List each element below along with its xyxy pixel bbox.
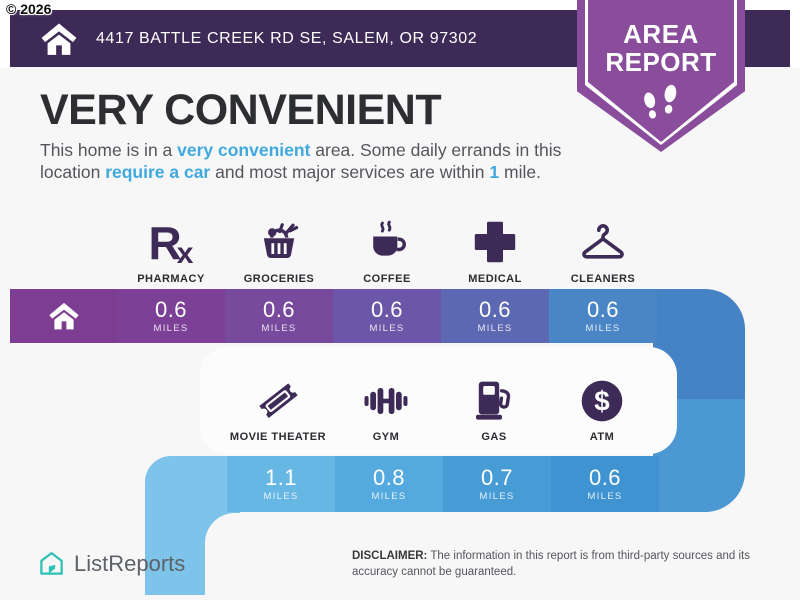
services-icons-row-2-card: MOVIE THEATER GYM GAS bbox=[200, 347, 677, 454]
service-cleaners: CLEANERS bbox=[549, 203, 657, 285]
footer-card bbox=[205, 513, 800, 600]
listreports-logo: ListReports bbox=[38, 550, 185, 577]
dollar-circle-icon: $ bbox=[579, 372, 625, 424]
movie-ticket-icon bbox=[252, 372, 304, 424]
highlight-very-convenient: very convenient bbox=[177, 140, 311, 160]
service-pharmacy: Rx PHARMACY bbox=[117, 203, 225, 285]
service-groceries: GROCERIES bbox=[225, 203, 333, 285]
svg-text:$: $ bbox=[594, 386, 610, 417]
right-frame bbox=[790, 0, 800, 68]
footprints-icon bbox=[638, 82, 684, 126]
services-icons-row-1: Rx PHARMACY GROCERIES bbox=[10, 203, 657, 285]
distance-cell-movie-theater: 1.1 MILES bbox=[227, 456, 335, 512]
groceries-icon bbox=[255, 214, 303, 266]
pharmacy-icon: Rx bbox=[148, 217, 194, 270]
highlight-one-mile: 1 bbox=[489, 162, 500, 182]
intro-line-1: This home is in a very convenient area. … bbox=[40, 140, 562, 160]
distance-cell-medical: 0.6 MILES bbox=[441, 289, 549, 343]
home-marker-cell bbox=[10, 289, 117, 343]
disclaimer-label: DISCLAIMER: bbox=[352, 550, 428, 562]
area-report-badge: AREA REPORT bbox=[577, 0, 745, 152]
hanger-icon bbox=[578, 214, 628, 266]
medical-cross-icon bbox=[471, 214, 519, 266]
distance-cell-gas: 0.7 MILES bbox=[443, 456, 551, 512]
gas-pump-icon bbox=[470, 372, 518, 424]
distance-cell-pharmacy: 0.6 MILES bbox=[117, 289, 225, 343]
listreports-house-icon bbox=[38, 550, 65, 577]
distance-row-1: 0.6 MILES 0.6 MILES 0.6 MILES 0.6 MILES … bbox=[10, 289, 657, 343]
property-address: 4417 BATTLE CREEK RD SE, SALEM, OR 97302 bbox=[96, 29, 478, 47]
badge-title-line1: AREA bbox=[623, 19, 699, 49]
distance-cell-atm: 0.6 MILES bbox=[551, 456, 659, 512]
copyright-text: © 2026 bbox=[6, 1, 52, 17]
home-icon bbox=[40, 20, 78, 58]
highlight-require-a-car: require a car bbox=[105, 162, 211, 182]
distance-cell-cleaners: 0.6 MILES bbox=[549, 289, 657, 343]
listreports-wordmark: ListReports bbox=[74, 550, 186, 576]
distance-row-2: 1.1 MILES 0.8 MILES 0.7 MILES 0.6 MILES bbox=[227, 456, 659, 512]
service-gym: GYM bbox=[332, 372, 440, 454]
service-gas: GAS bbox=[440, 372, 548, 454]
service-coffee: COFFEE bbox=[333, 203, 441, 285]
distance-cell-coffee: 0.6 MILES bbox=[333, 289, 441, 343]
home-icon-small bbox=[48, 300, 80, 332]
intro-line-2: location require a car and most major se… bbox=[40, 162, 541, 182]
service-medical: MEDICAL bbox=[441, 203, 549, 285]
disclaimer: DISCLAIMER: The information in this repo… bbox=[352, 550, 750, 578]
intro-paragraph: This home is in a very convenient area. … bbox=[40, 139, 600, 183]
badge-title-line2: REPORT bbox=[605, 47, 717, 77]
distance-cell-groceries: 0.6 MILES bbox=[225, 289, 333, 343]
left-frame bbox=[0, 0, 10, 68]
distance-cell-gym: 0.8 MILES bbox=[335, 456, 443, 512]
dumbbell-icon bbox=[359, 372, 413, 424]
page-title: VERY CONVENIENT bbox=[40, 86, 442, 134]
service-movie-theater: MOVIE THEATER bbox=[224, 372, 332, 454]
top-frame bbox=[0, 0, 800, 10]
coffee-icon bbox=[364, 214, 410, 266]
service-atm: $ ATM bbox=[548, 372, 656, 454]
